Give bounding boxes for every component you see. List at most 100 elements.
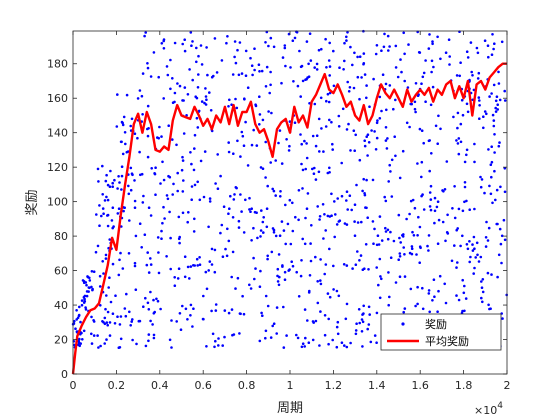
scatter-point xyxy=(362,177,366,181)
scatter-point xyxy=(441,189,444,192)
scatter-point xyxy=(315,62,319,66)
scatter-point xyxy=(469,41,473,44)
scatter-point xyxy=(175,143,178,147)
scatter-point xyxy=(312,172,316,175)
scatter-point xyxy=(238,332,241,335)
scatter-point xyxy=(486,239,490,242)
scatter-point xyxy=(149,290,152,294)
scatter-point xyxy=(191,40,194,43)
scatter-point xyxy=(130,320,133,323)
scatter-point xyxy=(133,132,137,135)
scatter-point xyxy=(227,150,231,154)
scatter-point xyxy=(401,149,405,153)
scatter-point xyxy=(458,74,462,78)
scatter-point xyxy=(378,95,382,99)
scatter-point xyxy=(252,128,255,132)
scatter-point xyxy=(251,73,254,77)
scatter-point xyxy=(261,167,265,170)
scatter-point xyxy=(324,125,328,128)
scatter-point xyxy=(136,97,140,100)
scatter-point xyxy=(418,51,422,54)
scatter-point xyxy=(289,66,292,69)
scatter-point xyxy=(265,225,269,229)
scatter-point xyxy=(186,318,189,321)
scatter-point xyxy=(266,257,269,261)
scatter-point xyxy=(397,258,401,262)
scatter-point xyxy=(250,239,253,242)
scatter-point xyxy=(149,263,153,266)
scatter-point xyxy=(480,280,483,283)
scatter-point xyxy=(280,81,283,85)
scatter-point xyxy=(480,178,484,181)
scatter-point xyxy=(180,168,184,172)
scatter-point xyxy=(478,99,481,102)
scatter-point xyxy=(327,59,331,62)
scatter-point xyxy=(319,279,322,282)
scatter-point xyxy=(291,39,295,42)
scatter-point xyxy=(119,251,122,255)
scatter-point xyxy=(370,129,373,132)
scatter-point xyxy=(149,214,153,217)
scatter-point xyxy=(308,274,312,277)
scatter-point xyxy=(300,64,304,68)
scatter-point xyxy=(211,332,215,336)
scatter-point xyxy=(444,239,447,243)
scatter-point xyxy=(420,160,424,164)
scatter-point xyxy=(380,49,383,52)
scatter-point xyxy=(473,247,476,250)
scatter-point xyxy=(488,307,491,311)
scatter-point xyxy=(463,185,467,189)
scatter-point xyxy=(254,267,257,270)
scatter-point xyxy=(371,220,375,223)
scatter-point xyxy=(437,218,441,222)
scatter-point xyxy=(340,161,344,165)
scatter-point xyxy=(493,169,496,173)
scatter-point xyxy=(323,333,327,337)
scatter-point xyxy=(376,234,380,237)
scatter-point xyxy=(392,239,396,243)
scatter-point xyxy=(84,308,88,311)
scatter-point xyxy=(207,225,210,229)
scatter-point xyxy=(207,269,210,272)
scatter-point xyxy=(237,73,241,77)
scatter-point xyxy=(347,90,351,93)
scatter-point xyxy=(173,100,176,104)
scatter-point xyxy=(358,158,362,162)
scatter-point xyxy=(314,144,318,148)
scatter-point xyxy=(195,257,199,261)
scatter-point xyxy=(367,305,371,309)
scatter-point xyxy=(322,237,325,240)
scatter-point xyxy=(389,230,392,234)
scatter-point xyxy=(364,206,367,209)
scatter-point xyxy=(271,324,275,328)
scatter-point xyxy=(481,300,484,304)
scatter-point xyxy=(460,98,464,102)
scatter-point xyxy=(348,86,352,89)
scatter-point xyxy=(366,327,370,331)
scatter-point xyxy=(162,47,166,50)
scatter-point xyxy=(283,278,287,282)
scatter-point xyxy=(189,31,193,34)
scatter-point xyxy=(90,342,94,345)
scatter-point xyxy=(427,292,431,295)
scatter-point xyxy=(101,207,105,210)
scatter-point xyxy=(328,41,332,45)
scatter-point xyxy=(463,284,466,288)
scatter-point xyxy=(104,179,108,183)
scatter-point xyxy=(343,41,346,45)
scatter-point xyxy=(246,86,250,89)
scatter-point xyxy=(301,342,305,346)
scatter-point xyxy=(319,96,323,100)
scatter-point xyxy=(388,45,391,48)
scatter-point xyxy=(363,144,367,148)
scatter-point xyxy=(459,244,462,248)
scatter-point xyxy=(398,176,402,180)
scatter-point xyxy=(428,33,431,36)
scatter-point xyxy=(195,116,199,120)
scatter-point xyxy=(490,273,493,276)
scatter-point xyxy=(373,334,377,337)
scatter-point xyxy=(450,259,454,263)
scatter-point xyxy=(462,291,466,295)
scatter-point xyxy=(465,199,468,203)
scatter-point xyxy=(433,295,436,299)
